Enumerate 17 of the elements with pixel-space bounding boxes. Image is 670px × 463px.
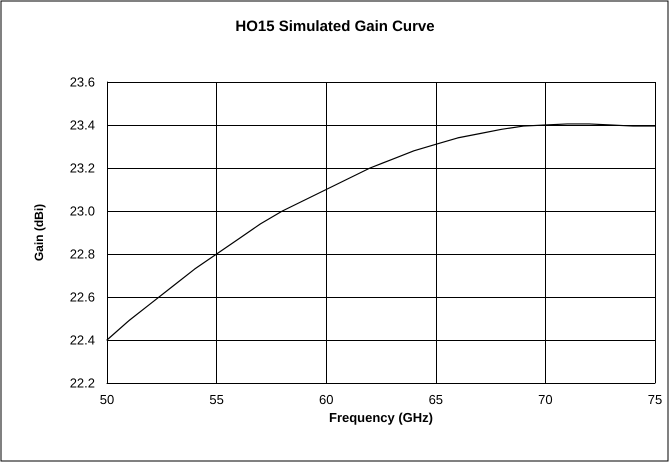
y-tick-label: 22.4: [70, 332, 95, 348]
x-tick-label: 60: [318, 392, 334, 407]
y-tick-label: 23.0: [70, 204, 95, 218]
y-tick-label: 23.4: [70, 118, 95, 132]
y-tick-label: 23.2: [70, 160, 95, 176]
x-tick-label: 75: [648, 392, 662, 407]
chart-title: HO15 Simulated Gain Curve: [235, 18, 435, 35]
y-tick-label: 22.8: [70, 246, 95, 262]
y-tick-label: 22.2: [70, 376, 95, 390]
x-tick-label: 50: [100, 392, 114, 407]
y-tick-label: 23.6: [70, 74, 95, 90]
y-axis-title: Gain (dBi): [32, 204, 46, 262]
x-tick-label: 65: [428, 392, 444, 407]
x-tick-label: 55: [209, 392, 224, 407]
x-axis-title: Frequency (GHz): [328, 410, 434, 425]
y-tick-label: 22.6: [70, 290, 95, 304]
x-tick-label: 70: [538, 392, 553, 407]
